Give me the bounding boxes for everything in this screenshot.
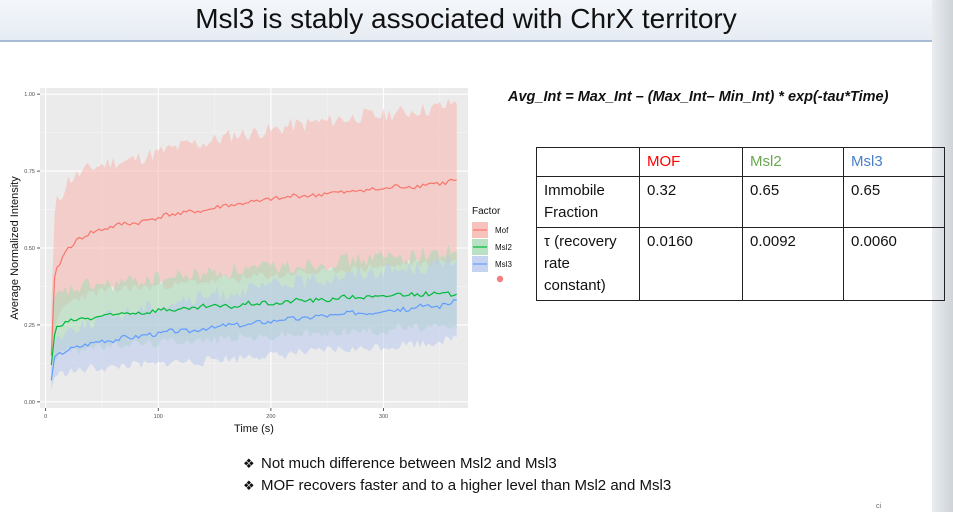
y-tick-label: 0.75 bbox=[24, 169, 35, 175]
bullet-list: ❖ Not much difference between Msl2 and Ms… bbox=[243, 453, 671, 497]
table-row: Immobile Fraction 0.32 0.65 0.65 bbox=[536, 176, 945, 228]
slide-title-bar: Msl3 is stably associated with ChrX terr… bbox=[0, 0, 932, 42]
x-tick-label: 0 bbox=[44, 414, 47, 420]
slide-corner-mark: ci bbox=[876, 503, 882, 510]
legend-title: Factor bbox=[472, 206, 501, 217]
table-row: τ (recovery rate constant) 0.0160 0.0092… bbox=[536, 227, 945, 301]
slide-title: Msl3 is stably associated with ChrX terr… bbox=[195, 3, 737, 34]
table-cell: 0.0160 bbox=[639, 227, 743, 301]
diamond-bullet-icon: ❖ bbox=[243, 456, 255, 471]
y-tick-label: 1.00 bbox=[24, 92, 35, 98]
legend-label-msl2: Msl2 bbox=[495, 243, 512, 252]
series-line-msl2 bbox=[50, 290, 457, 365]
table-header-cell bbox=[536, 147, 640, 177]
x-tick-label: 100 bbox=[154, 414, 163, 420]
series-line-mof bbox=[50, 178, 457, 356]
chart-legend: Factor Mof Msl2 Msl3 bbox=[472, 206, 512, 283]
row-label-immobile-fraction: Immobile Fraction bbox=[536, 176, 640, 228]
table-header-msl3: Msl3 bbox=[843, 147, 945, 177]
cursor-dot-icon bbox=[496, 275, 504, 283]
table-header-row: MOF Msl2 Msl3 bbox=[536, 147, 945, 177]
table-cell: 0.65 bbox=[742, 176, 844, 228]
table-cell: 0.0060 bbox=[843, 227, 945, 301]
table-cell: 0.0092 bbox=[742, 227, 844, 301]
table-header-mof: MOF bbox=[639, 147, 743, 177]
row-label-line: Fraction bbox=[544, 204, 599, 221]
parameters-table: MOF Msl2 Msl3 Immobile Fraction 0.32 0.6… bbox=[536, 147, 945, 301]
y-axis-label: Average Normalized Intensity bbox=[9, 176, 21, 320]
diamond-bullet-icon: ❖ bbox=[243, 478, 255, 493]
row-label-line: constant) bbox=[544, 277, 606, 294]
bullet-text: Not much difference between Msl2 and Msl… bbox=[261, 455, 557, 472]
list-item: ❖ Not much difference between Msl2 and Ms… bbox=[243, 453, 671, 475]
confidence-band-mof bbox=[51, 98, 457, 372]
legend-label-mof: Mof bbox=[495, 226, 509, 235]
table-cell: 0.32 bbox=[639, 176, 743, 228]
list-item: ❖ MOF recovers faster and to a higher lev… bbox=[243, 475, 671, 497]
table-header-msl2: Msl2 bbox=[742, 147, 844, 177]
row-label-tau: τ (recovery rate constant) bbox=[536, 227, 640, 301]
y-tick-label: 0.00 bbox=[24, 400, 35, 406]
x-axis-label: Time (s) bbox=[234, 423, 274, 435]
series-line-msl3 bbox=[50, 298, 457, 381]
legend-label-msl3: Msl3 bbox=[495, 260, 512, 269]
bullet-text: MOF recovers faster and to a higher leve… bbox=[261, 477, 672, 494]
x-tick-label: 200 bbox=[266, 414, 275, 420]
row-label-line: rate bbox=[544, 255, 570, 272]
table-cell: 0.65 bbox=[843, 176, 945, 228]
y-tick-label: 0.25 bbox=[24, 323, 35, 329]
x-tick-label: 300 bbox=[379, 414, 388, 420]
y-tick-label: 0.50 bbox=[24, 246, 35, 252]
recovery-chart: 0.00 0.25 0.50 0.75 1.00 0 100 200 300 Time (s) Av… bbox=[9, 88, 468, 435]
fit-formula: Avg_Int = Max_Int – (Max_Int– Min_Int) *… bbox=[508, 89, 889, 105]
row-label-line: τ (recovery bbox=[544, 233, 617, 250]
row-label-line: Immobile bbox=[544, 182, 605, 199]
